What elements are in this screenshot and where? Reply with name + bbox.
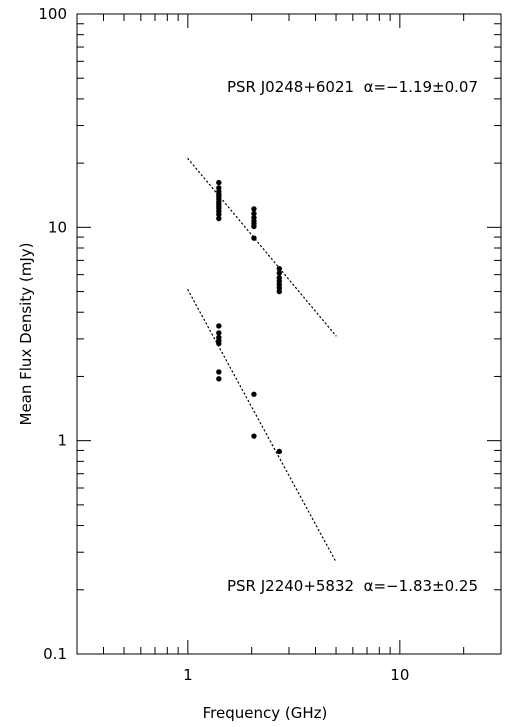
data-point-series-1: [276, 448, 282, 455]
x-tick-label: 1: [183, 666, 193, 684]
y-axis-label: Mean Flux Density (mJy): [17, 243, 35, 426]
data-point-series-0: [216, 211, 222, 218]
data-point-series-0: [216, 179, 222, 186]
data-point-series-0: [276, 288, 282, 295]
data-point-series-1: [216, 340, 222, 347]
y-tick-label: 10: [48, 218, 67, 236]
axis-tick-labels: 1 10 0.1 1 10 100: [38, 5, 409, 684]
data-point-series-1: [216, 323, 222, 329]
data-point-series-0: [251, 210, 257, 217]
y-tick-label: 0.1: [43, 645, 67, 663]
data-point-series-0: [251, 235, 257, 241]
data-points: [216, 179, 282, 455]
y-tick-label: 1: [57, 432, 67, 450]
data-point-series-1: [251, 391, 257, 397]
data-point-series-0: [216, 185, 222, 191]
fit-line-series-1: [187, 289, 337, 563]
data-point-series-0: [251, 206, 257, 212]
x-axis-label: Frequency (GHz): [203, 704, 328, 722]
data-point-series-0: [216, 215, 222, 222]
data-point-series-1: [216, 376, 222, 382]
annotation-psr-j0248: PSR J0248+6021 α=−1.19±0.07: [227, 78, 478, 96]
axis-ticks: [76, 13, 502, 655]
data-point-series-0: [276, 265, 282, 272]
data-point-series-0: [276, 270, 282, 276]
data-point-series-1: [251, 433, 257, 439]
data-point-series-0: [251, 223, 257, 230]
fit-lines: [187, 157, 337, 563]
data-point-series-1: [216, 369, 222, 375]
annotation-psr-j2240: PSR J2240+5832 α=−1.83±0.25: [227, 577, 478, 595]
plot-frame: [76, 13, 502, 655]
fit-line-series-0: [187, 157, 337, 337]
data-point-series-1: [216, 330, 222, 336]
y-tick-label: 100: [38, 5, 67, 23]
x-tick-label: 10: [390, 666, 409, 684]
